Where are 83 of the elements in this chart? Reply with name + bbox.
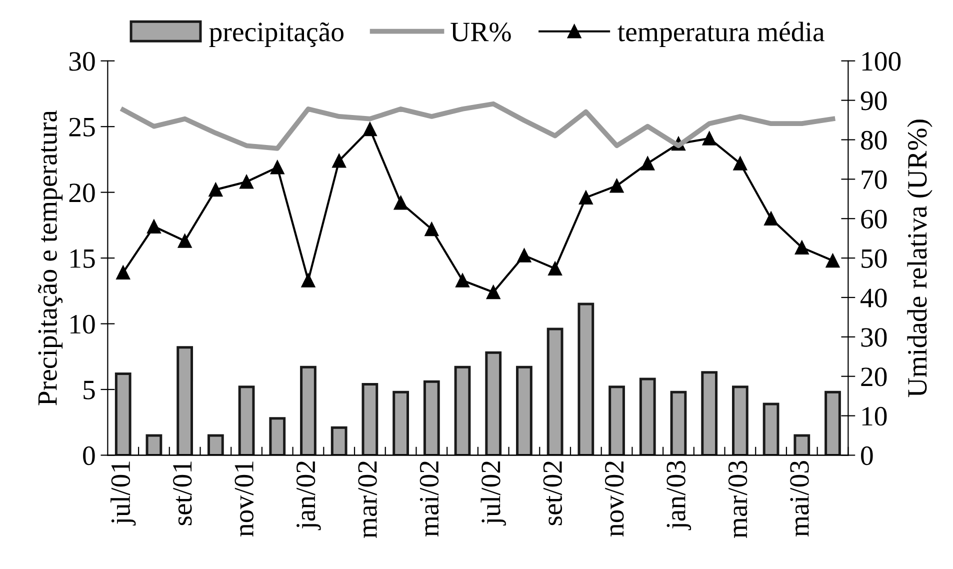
x-tick-label: nov/02 bbox=[604, 461, 624, 536]
bar bbox=[516, 366, 532, 456]
y-tick-label: 30 bbox=[69, 52, 95, 71]
y-axis-title: Precipitação e temperatura bbox=[38, 110, 63, 406]
point bbox=[363, 122, 377, 136]
y2-tick-label: 10 bbox=[862, 406, 887, 426]
point bbox=[332, 154, 346, 168]
x-tick-label: mar/02 bbox=[358, 461, 377, 538]
bar bbox=[578, 302, 594, 456]
bar bbox=[639, 378, 656, 456]
point bbox=[826, 254, 840, 268]
y-tick-label: 15 bbox=[70, 249, 95, 268]
x-tick-label: mai/03 bbox=[790, 461, 809, 536]
y2-tick-label: 30 bbox=[861, 328, 887, 347]
x-tick-label: mai/02 bbox=[420, 461, 439, 536]
bar bbox=[207, 434, 224, 456]
point bbox=[301, 273, 316, 288]
bar bbox=[608, 386, 625, 456]
bar bbox=[238, 386, 255, 456]
point bbox=[116, 266, 130, 280]
point bbox=[486, 285, 500, 300]
bar bbox=[794, 434, 810, 456]
point bbox=[702, 131, 716, 146]
point bbox=[610, 178, 624, 193]
bar bbox=[454, 366, 471, 456]
point bbox=[640, 156, 655, 170]
point bbox=[147, 220, 161, 234]
bar bbox=[762, 402, 780, 456]
legend-label: precipitação bbox=[209, 22, 344, 47]
x-tick-label: set/02 bbox=[543, 461, 562, 526]
y2-tick-label: 60 bbox=[861, 210, 887, 229]
x-tick-label: jan/03 bbox=[666, 461, 692, 530]
point bbox=[578, 190, 593, 205]
point bbox=[764, 212, 778, 226]
bar bbox=[114, 372, 132, 456]
bar bbox=[362, 382, 378, 456]
point bbox=[424, 222, 439, 236]
legend-label: UR% bbox=[450, 22, 511, 42]
x-tick-label: mar/03 bbox=[728, 461, 748, 538]
x-tick-label: set/01 bbox=[173, 462, 192, 526]
bar bbox=[330, 426, 348, 456]
bar bbox=[176, 346, 194, 456]
point bbox=[270, 160, 284, 174]
y2-tick-label: 90 bbox=[860, 91, 887, 110]
bar bbox=[670, 390, 687, 456]
y2-tick-label: 100 bbox=[862, 52, 901, 71]
y2-tick-label: 0 bbox=[861, 446, 873, 466]
point bbox=[548, 262, 562, 276]
y2-tick-label: 70 bbox=[862, 170, 887, 190]
x-tick-label: nov/01 bbox=[234, 462, 254, 536]
bar bbox=[701, 371, 718, 456]
point bbox=[794, 240, 809, 254]
y-tick-label: 5 bbox=[84, 380, 95, 400]
bar bbox=[423, 380, 440, 456]
y2-tick-label: 50 bbox=[862, 249, 887, 268]
y2-axis-title: Umidade relativa (UR%) bbox=[907, 120, 932, 398]
y2-tick-label: 80 bbox=[861, 130, 887, 150]
legend-label: temperatura média bbox=[618, 22, 824, 47]
bar bbox=[146, 434, 162, 456]
bar bbox=[824, 390, 841, 456]
point bbox=[394, 196, 408, 210]
y2-tick-label: 40 bbox=[860, 288, 887, 308]
point bbox=[517, 248, 532, 262]
y-tick-label: 0 bbox=[83, 446, 95, 466]
y-tick-label: 20 bbox=[69, 183, 95, 202]
y-tick-label: 10 bbox=[70, 314, 95, 334]
bar bbox=[732, 386, 748, 456]
line-series bbox=[120, 101, 836, 151]
point bbox=[178, 234, 192, 248]
x-tick-label: jan/02 bbox=[296, 461, 321, 530]
point bbox=[733, 156, 748, 170]
point bbox=[456, 273, 470, 288]
bar bbox=[485, 351, 502, 456]
y2-tick-label: 20 bbox=[861, 368, 887, 386]
y-tick-label: 25 bbox=[69, 118, 95, 137]
point bbox=[208, 182, 223, 197]
bar bbox=[546, 328, 564, 456]
point bbox=[240, 174, 254, 189]
bar bbox=[300, 366, 316, 456]
bar bbox=[392, 390, 409, 456]
x-tick-label: jul/02 bbox=[480, 461, 506, 526]
bar bbox=[269, 417, 286, 456]
x-tick-label: jul/01 bbox=[110, 462, 136, 526]
